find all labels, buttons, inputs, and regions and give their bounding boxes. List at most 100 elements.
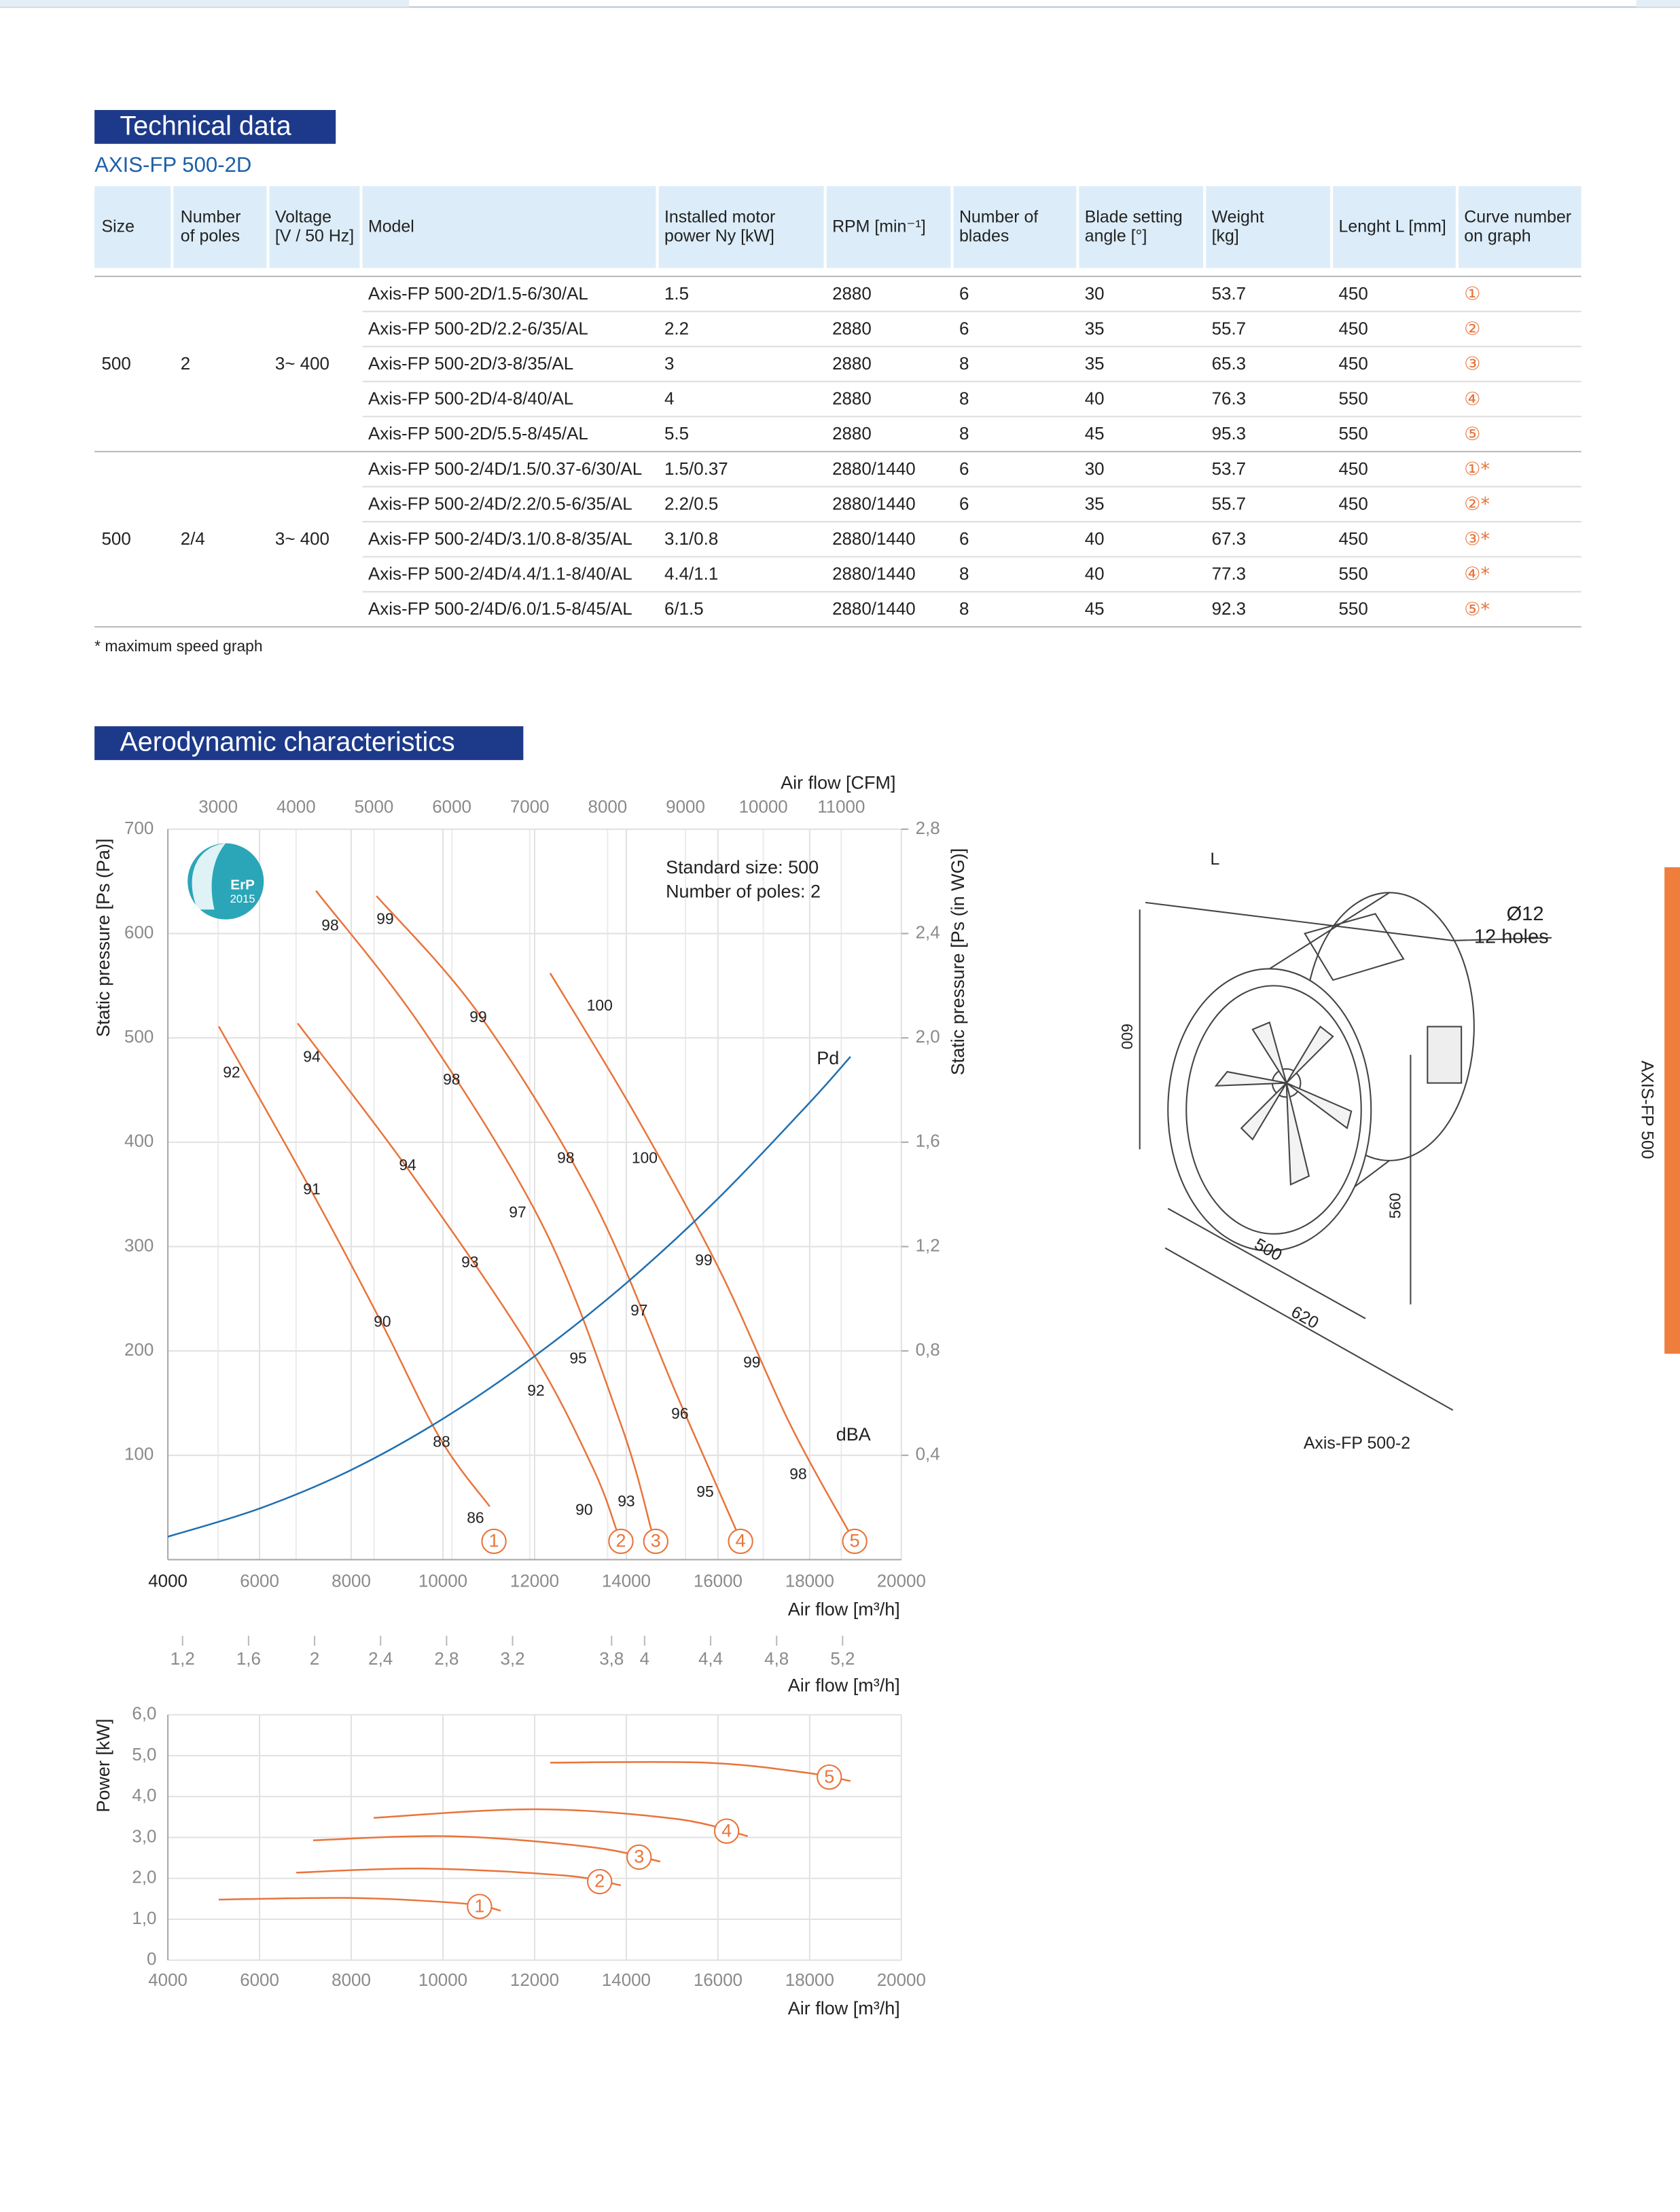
x2-tick-label: 11000 [817,798,865,817]
table-cell: 450 [1338,355,1368,374]
x2-tick-label: 8000 [588,798,628,817]
dba-label: 94 [399,1156,416,1174]
table-cell: 3 [664,355,674,374]
table-cell: 550 [1338,565,1368,584]
table-cell: 500 [102,355,131,374]
x2-tick-label: 3000 [198,798,238,817]
header-line: of poles [181,226,240,245]
table-cell: 55.7 [1212,494,1246,513]
table-cell: 550 [1338,390,1368,409]
side-tab [1664,867,1680,1354]
x-tick-label: 12000 [510,1572,559,1591]
curve-number: 4 [721,1820,732,1841]
dim-label: 600 [1118,1023,1136,1049]
model-title: AXIS-FP 500-2D [94,153,251,177]
x-tick-label: 6000 [240,1572,279,1591]
table-cell: 2880/1440 [832,530,916,549]
curve-number: 1 [474,1896,484,1916]
table-cell: 450 [1338,494,1368,513]
header-line: [kg] [1212,226,1239,245]
curve [550,1761,851,1782]
table-cell: 8 [959,355,969,374]
chart-note: Number of poles: 2 [666,881,821,901]
x-axis-label: Air flow [m³/h] [788,1599,900,1619]
x2-tick-label: 6000 [432,798,471,817]
table-cell: 2880 [832,390,872,409]
table-cell: 2880/1440 [832,460,916,479]
dba-label: 94 [303,1047,321,1065]
holes-label: 12 holes [1474,926,1549,947]
column-header: Size [102,217,135,236]
header-line: Number [181,207,241,226]
table-cell: 2880/1440 [832,600,916,619]
y-tick-label: 300 [124,1236,154,1255]
y-tick-label: 700 [124,819,154,838]
section-title: Technical data [120,111,291,141]
curve [218,1897,501,1912]
table-cell: ⑤ [1464,424,1480,445]
curve-number: 4 [736,1531,746,1551]
column-header: Curve number on graph [1464,207,1571,245]
dba-label: 92 [527,1381,544,1399]
y2-tick-label: 1,2 [916,1236,940,1255]
table-cell: 2.2 [664,319,689,338]
side-label: AXIS-FP 500 [1638,1061,1657,1159]
x-tick-label: 20000 [877,1572,926,1591]
x-tick-label: 14000 [602,1971,651,1990]
x-tick-label: 6000 [240,1971,279,1990]
table-cell: Axis-FP 500-2D/1.5-6/30/AL [368,285,588,304]
dim-label: 620 [1288,1303,1322,1333]
x-tick-label: 16000 [694,1572,743,1591]
y2-tick-label: 2,8 [916,819,940,838]
dba-label: 96 [671,1404,688,1422]
x-tick-label: 18000 [785,1971,834,1990]
curve [296,1867,622,1887]
curve-number-ring [608,1528,634,1555]
header-line: Weight [1212,207,1264,226]
x-tick-label: 4000 [148,1572,187,1591]
table-cell: 2880/1440 [832,494,916,513]
flow-tick-label: 4,8 [764,1650,789,1669]
table-cell: ③* [1464,529,1490,550]
header-line: [V / 50 Hz] [275,226,354,245]
table-cell: 3~ 400 [275,530,329,549]
dba-label: 92 [223,1063,240,1081]
table-cell: ①* [1464,458,1490,479]
dba-label: 88 [433,1432,450,1450]
dimension-line [1164,1247,1454,1411]
front-ring [1185,985,1362,1235]
curve-number: 2 [615,1531,626,1551]
table-cell: Axis-FP 500-2D/5.5-8/45/AL [368,424,588,443]
table-cell: 6 [959,460,969,479]
dba-label: 98 [557,1148,574,1166]
x2-tick-label: 5000 [355,798,394,817]
table-cell: 2 [181,355,190,374]
curve [549,973,852,1536]
blades [1214,1021,1353,1186]
curve [297,1022,618,1531]
curve [376,895,738,1531]
x-tick-label: 14000 [602,1572,651,1591]
footnote: * maximum speed graph [94,637,262,655]
curve [167,1056,851,1538]
x2-tick-label: 10000 [739,798,788,817]
top-tab [1636,0,1680,7]
table-cell: Axis-FP 500-2D/4-8/40/AL [368,390,573,409]
table-cell: ⑤* [1464,599,1490,620]
header-line: RPM [min⁻¹] [832,217,926,236]
table-cell: 30 [1085,285,1105,304]
table-cell: 65.3 [1212,355,1246,374]
dim-label: 560 [1387,1193,1404,1218]
y-tick-label: 3,0 [132,1827,156,1846]
dimension-line [1145,901,1453,941]
dba-label: 99 [695,1251,712,1269]
curve-number-ring [467,1893,493,1919]
curve-number: 1 [489,1531,499,1551]
dba-label: 98 [789,1465,806,1483]
dba-label: 97 [509,1203,526,1220]
section-title: Aerodynamic characteristics [120,727,455,757]
table-cell: 6 [959,319,969,338]
curve-number-ring [713,1818,740,1844]
y-tick-label: 600 [124,923,154,942]
